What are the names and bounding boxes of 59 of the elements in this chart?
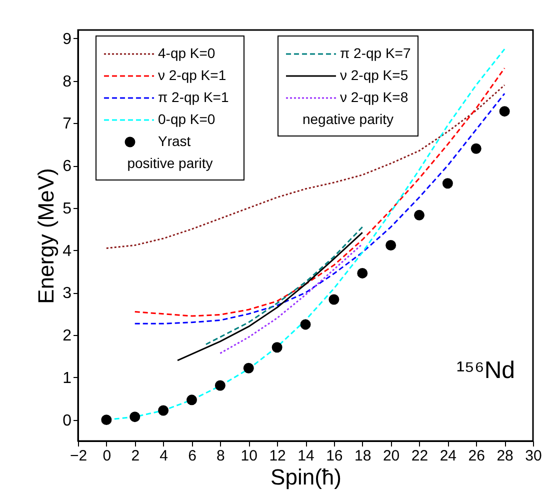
y-tick-label: 2 bbox=[62, 328, 72, 345]
point bbox=[158, 405, 169, 416]
y-tick-label: 8 bbox=[62, 73, 72, 90]
x-tick-label: 12 bbox=[269, 448, 286, 464]
legend-label: π 2-qp K=7 bbox=[340, 45, 411, 61]
y-tick-label: 4 bbox=[62, 242, 72, 260]
x-tick-label: 8 bbox=[216, 448, 225, 464]
y-tick-label: 0 bbox=[62, 412, 72, 430]
point bbox=[328, 294, 340, 305]
x-tick-label: 22 bbox=[411, 448, 428, 464]
point bbox=[130, 412, 140, 422]
x-tick-label: 30 bbox=[525, 448, 542, 464]
point bbox=[214, 380, 226, 391]
y-tick-label: 7 bbox=[62, 116, 72, 133]
x-axis-title: Spin(ħ) bbox=[270, 464, 342, 490]
annotation: positive parity bbox=[127, 155, 213, 171]
line-series bbox=[205, 226, 364, 346]
point bbox=[272, 342, 282, 353]
point bbox=[101, 414, 112, 426]
x-tick-label: 28 bbox=[496, 448, 514, 464]
annotation: negative parity bbox=[302, 111, 394, 127]
x-tick-label: 20 bbox=[382, 448, 400, 464]
x-tick-label: 0 bbox=[102, 448, 112, 464]
point bbox=[300, 319, 311, 330]
point bbox=[499, 106, 510, 117]
point bbox=[470, 143, 482, 154]
y-tick-label: 9 bbox=[62, 30, 72, 48]
legend-label: π 2-qp K=1 bbox=[158, 89, 229, 105]
x-tick-label: 16 bbox=[326, 448, 343, 464]
point bbox=[386, 240, 396, 250]
line-series bbox=[219, 243, 364, 354]
y-tick-label: 1 bbox=[62, 370, 72, 387]
line-series bbox=[176, 232, 364, 362]
legend-label: ν 2-qp K=1 bbox=[158, 67, 226, 83]
x-tick-label: 26 bbox=[468, 448, 485, 464]
y-tick-label: 3 bbox=[62, 285, 72, 302]
x-tick-label: 14 bbox=[298, 448, 314, 464]
y-tick-label: 6 bbox=[62, 158, 72, 176]
annotation: ¹⁵⁶Nd bbox=[456, 357, 515, 384]
line-series bbox=[106, 84, 506, 249]
point bbox=[357, 268, 368, 278]
x-tick-label: 4 bbox=[160, 448, 168, 464]
x-tick-label: 18 bbox=[354, 448, 372, 464]
point bbox=[243, 362, 254, 374]
x-tick-label: 6 bbox=[188, 448, 196, 464]
x-tick-label: −2 bbox=[70, 448, 88, 464]
legend-label: ν 2-qp K=5 bbox=[340, 67, 408, 83]
x-tick-label: 10 bbox=[240, 448, 258, 464]
x-tick-label: 24 bbox=[440, 448, 457, 464]
x-tick-label: 2 bbox=[131, 448, 140, 464]
y-axis-title: Energy (MeV) bbox=[34, 168, 59, 304]
point bbox=[414, 210, 424, 220]
legend-label: 0-qp K=0 bbox=[158, 111, 216, 127]
y-tick-label: 5 bbox=[62, 200, 72, 218]
point bbox=[442, 178, 453, 189]
legend-label: Yrast bbox=[158, 133, 191, 149]
point bbox=[186, 394, 197, 406]
legend-label: 4-qp K=0 bbox=[158, 45, 216, 61]
legend-label: ν 2-qp K=8 bbox=[340, 89, 408, 105]
